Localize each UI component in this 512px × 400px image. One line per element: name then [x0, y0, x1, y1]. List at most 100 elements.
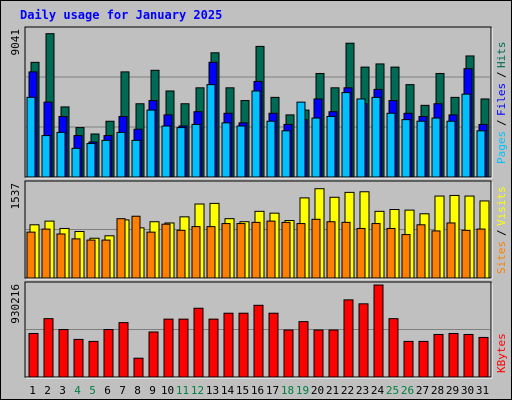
bar-pages-day-28: [431, 117, 441, 178]
bar-kbytes-day-5: [88, 340, 99, 378]
x-tick-label-day-14: 14: [221, 384, 235, 397]
x-tick-label-day-3: 3: [59, 384, 66, 397]
x-tick-label-day-4: 4: [74, 384, 81, 397]
x-tick-label-day-15: 15: [236, 384, 249, 397]
bar-kbytes-day-11: [178, 318, 189, 378]
bar-kbytes-day-20: [313, 329, 324, 378]
bar-pages-day-11: [176, 127, 186, 178]
bar-sites-day-27: [416, 224, 426, 279]
bar-sites-day-13: [206, 226, 216, 279]
bar-kbytes-day-30: [463, 333, 474, 378]
bar-pages-day-13: [206, 84, 216, 178]
bar-sites-day-10: [161, 223, 171, 279]
x-tick-label-day-31: 31: [476, 384, 489, 397]
bar-kbytes-day-29: [448, 332, 459, 378]
legend-hits: Hits: [495, 42, 508, 69]
bar-kbytes-day-23: [358, 303, 369, 378]
x-tick-label-day-12: 12: [191, 384, 204, 397]
bar-kbytes-day-17: [268, 312, 279, 378]
bar-pages-day-16: [251, 90, 261, 178]
bar-sites-day-30: [461, 229, 471, 279]
bar-sites-day-16: [251, 221, 261, 279]
bar-sites-day-11: [176, 229, 186, 279]
x-tick-label-day-2: 2: [44, 384, 51, 397]
legend-visits: Visits: [495, 186, 508, 226]
bar-kbytes-day-9: [148, 331, 159, 378]
bar-pages-day-31: [476, 130, 486, 178]
bar-kbytes-day-12: [193, 307, 204, 378]
legend-separator: /: [495, 229, 508, 236]
bar-pages-day-14: [221, 122, 231, 178]
bar-sites-day-3: [56, 233, 66, 279]
ymax-label-hits: 9041: [9, 29, 22, 56]
x-tick-label-day-9: 9: [149, 384, 156, 397]
x-tick-label-day-18: 18: [281, 384, 294, 397]
bar-sites-day-19: [296, 223, 306, 279]
bar-sites-day-18: [281, 221, 291, 279]
x-tick-label-day-5: 5: [89, 384, 96, 397]
bar-pages-day-3: [56, 131, 66, 178]
bar-pages-day-8: [131, 139, 141, 178]
bar-kbytes-day-26: [403, 340, 414, 378]
x-tick-label-day-20: 20: [311, 384, 324, 397]
ymax-label-kbytes: 930216: [9, 284, 22, 324]
legend-separator: /: [495, 119, 508, 126]
bar-kbytes-day-10: [163, 318, 174, 378]
bar-sites-day-20: [311, 218, 321, 279]
legend-sites: Sites: [495, 241, 508, 274]
x-tick-label-day-21: 21: [326, 384, 339, 397]
bar-sites-day-26: [401, 234, 411, 279]
bar-pages-day-18: [281, 130, 291, 178]
legend-pages: Pages: [495, 131, 508, 164]
bar-pages-day-23: [356, 98, 366, 178]
bar-pages-day-7: [116, 131, 126, 178]
x-tick-label-day-25: 25: [386, 384, 399, 397]
bar-sites-day-4: [71, 238, 81, 279]
x-tick-label-day-13: 13: [206, 384, 219, 397]
bar-pages-day-12: [191, 123, 201, 178]
bar-kbytes-day-21: [328, 329, 339, 378]
legend-separator: /: [495, 71, 508, 78]
bar-sites-day-14: [221, 223, 231, 279]
x-tick-label-day-23: 23: [356, 384, 369, 397]
bar-sites-day-23: [356, 227, 366, 279]
chart-title: Daily usage for January 2025: [20, 8, 223, 22]
bar-sites-day-29: [446, 222, 456, 279]
bar-pages-day-27: [416, 120, 426, 178]
bar-kbytes-day-2: [43, 318, 54, 378]
bar-kbytes-day-1: [28, 332, 39, 378]
legend-kbytes: KBytes: [495, 333, 508, 373]
bar-sites-day-2: [41, 228, 51, 279]
bar-kbytes-day-16: [253, 304, 264, 378]
bar-sites-day-31: [476, 228, 486, 279]
bar-pages-day-6: [101, 139, 111, 178]
x-tick-label-day-24: 24: [371, 384, 385, 397]
bar-kbytes-day-24: [373, 284, 384, 378]
bar-sites-day-1: [26, 231, 36, 279]
x-tick-label-day-30: 30: [461, 384, 474, 397]
bar-pages-day-9: [146, 109, 156, 178]
x-tick-label-day-6: 6: [104, 384, 111, 397]
bar-pages-day-17: [266, 120, 276, 178]
bar-sites-day-15: [236, 223, 246, 279]
bar-kbytes-day-22: [343, 299, 354, 378]
x-tick-label-day-19: 19: [296, 384, 309, 397]
x-tick-label-day-16: 16: [251, 384, 264, 397]
bar-pages-day-10: [161, 125, 171, 178]
bar-kbytes-day-31: [478, 336, 489, 378]
bar-pages-day-26: [401, 119, 411, 178]
bar-kbytes-day-4: [73, 338, 84, 378]
bar-pages-day-4: [71, 147, 81, 178]
x-tick-label-day-28: 28: [431, 384, 444, 397]
bar-sites-day-22: [341, 221, 351, 279]
bar-sites-day-17: [266, 220, 276, 279]
bar-sites-day-12: [191, 226, 201, 279]
x-tick-label-day-17: 17: [266, 384, 279, 397]
bar-kbytes-day-3: [58, 329, 69, 378]
bar-pages-day-19: [296, 101, 306, 178]
bar-kbytes-day-25: [388, 318, 399, 378]
bar-sites-day-7: [116, 218, 126, 279]
bar-sites-day-28: [431, 230, 441, 279]
